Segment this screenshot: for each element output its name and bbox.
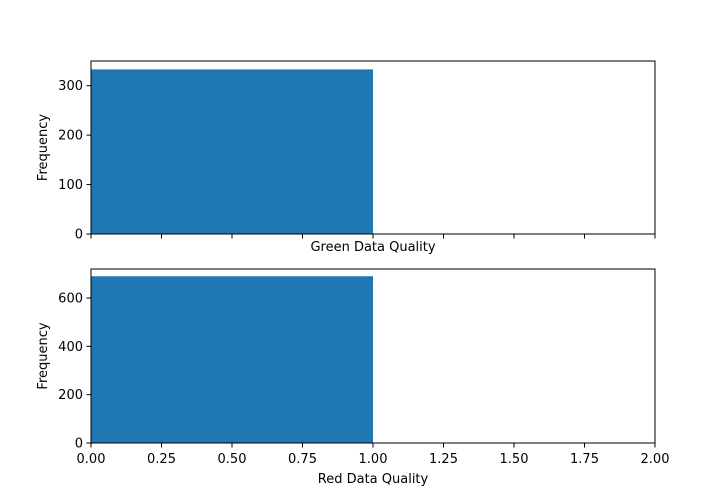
green-quality-subplot: 0 100 200 300 Green Data Quality Frequency (36, 60, 656, 255)
red-x-tick-label: 0.25 (147, 452, 176, 467)
green-y-axis-label: Frequency (36, 114, 51, 181)
red-x-ticks: 0.00 0.25 0.50 0.75 1.00 1.25 1.50 1.75 2.00 (77, 443, 670, 467)
red-x-tick-label: 1.00 (359, 452, 388, 467)
red-bar-0 (91, 276, 373, 443)
red-x-tick-label: 1.75 (570, 452, 599, 467)
green-y-tick-label: 0 (75, 228, 83, 243)
red-x-tick-label: 1.50 (500, 452, 529, 467)
green-bar-0 (91, 69, 373, 234)
red-x-tick-label: 1.25 (429, 452, 458, 467)
red-y-axis-label: Frequency (36, 322, 51, 389)
red-y-tick-label: 400 (58, 340, 83, 355)
green-y-tick-label: 300 (58, 79, 83, 94)
red-bars (91, 276, 373, 443)
green-y-ticks: 0 100 200 300 (58, 79, 91, 243)
green-y-tick-label: 100 (58, 178, 83, 193)
green-x-axis-label: Green Data Quality (310, 240, 435, 255)
red-y-ticks: 0 200 400 600 (58, 292, 91, 452)
red-quality-subplot: 0.00 0.25 0.50 0.75 1.00 1.25 1.50 1.75 2.00 0 20… (36, 268, 670, 487)
red-axes-frame (90, 268, 656, 444)
red-y-tick-label: 200 (58, 388, 83, 403)
green-y-tick-label: 200 (58, 129, 83, 144)
red-x-axis-label: Red Data Quality (318, 472, 429, 487)
red-x-tick-label: 2.00 (641, 452, 670, 467)
red-x-tick-label: 0.00 (77, 452, 106, 467)
green-bars (91, 69, 373, 234)
red-x-tick-label: 0.50 (218, 452, 247, 467)
red-x-tick-label: 0.75 (288, 452, 317, 467)
green-x-ticks (90, 234, 656, 239)
green-axes-frame (90, 60, 656, 235)
red-y-tick-label: 0 (75, 437, 83, 452)
red-y-tick-label: 600 (58, 292, 83, 307)
